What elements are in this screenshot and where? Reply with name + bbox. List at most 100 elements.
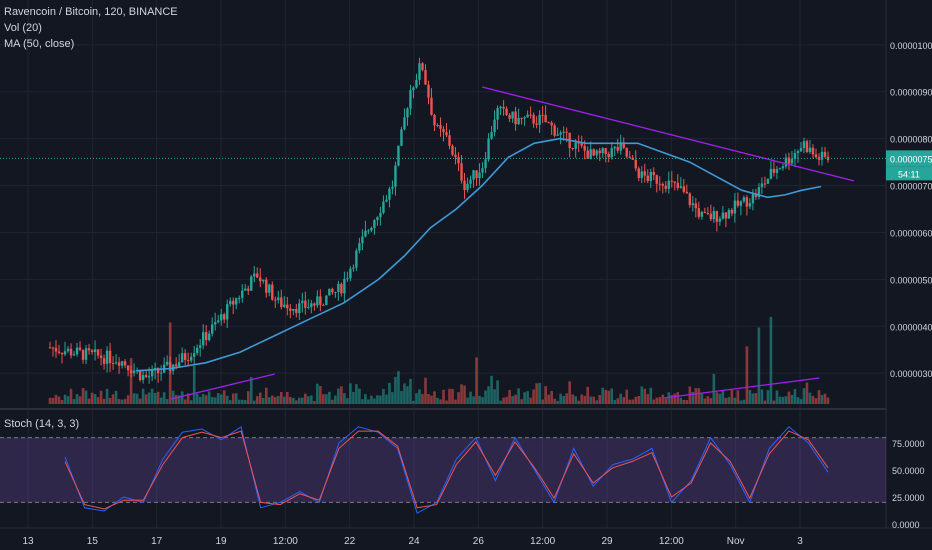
volume-bar <box>48 397 52 404</box>
candle-body <box>718 218 722 222</box>
volume-bar <box>93 394 97 404</box>
candle-body <box>496 108 499 120</box>
candle-body <box>712 211 716 220</box>
legend-ma: MA (50, close) <box>4 38 75 50</box>
volume-bar <box>292 397 295 404</box>
candle-body <box>793 153 797 159</box>
candle-body <box>775 169 779 173</box>
candle-body <box>562 131 565 133</box>
volume-bar <box>802 388 806 404</box>
candle-body <box>808 147 812 153</box>
volume-bar <box>535 383 538 404</box>
candle-body <box>364 230 367 237</box>
candle-body <box>781 166 785 169</box>
candle-body <box>424 70 427 85</box>
volume-bar <box>267 397 271 404</box>
candle-body <box>120 361 124 366</box>
candle-body <box>685 191 689 194</box>
candle-body <box>93 349 97 353</box>
candle-body <box>289 308 292 311</box>
volume-bar <box>385 394 388 404</box>
candle-body <box>90 350 94 353</box>
volume-bar <box>51 397 55 404</box>
candle-body <box>247 288 250 291</box>
candle-body <box>463 180 466 190</box>
candle-body <box>595 150 598 156</box>
volume-bar <box>565 393 568 404</box>
volume-bar <box>316 383 319 404</box>
volume-bar <box>144 394 148 404</box>
volume-bar <box>141 388 145 404</box>
candle-body <box>499 106 502 109</box>
candle-body <box>646 175 649 181</box>
volume-bar <box>472 396 475 404</box>
candle-body <box>316 296 319 306</box>
candle-body <box>84 348 88 360</box>
stoch-legend: Stoch (14, 3, 3) <box>4 418 80 430</box>
time-tick-label: 24 <box>408 536 420 547</box>
volume-bar <box>538 382 541 404</box>
volume-bar <box>721 390 725 404</box>
candle-body <box>514 111 517 125</box>
candle-body <box>382 201 385 213</box>
candle-body <box>226 304 229 320</box>
volume-bar <box>433 391 436 404</box>
candle-body <box>250 276 253 291</box>
candle-body <box>526 114 529 118</box>
volume-bar <box>532 389 535 404</box>
volume-bar <box>544 386 547 404</box>
volume-bar <box>283 396 286 404</box>
stoch-tick-label: 50.0000 <box>892 466 925 476</box>
candle-body <box>550 122 553 126</box>
volume-bar <box>616 398 620 404</box>
candle-body <box>319 296 322 305</box>
candle-body <box>703 211 707 213</box>
volume-bar <box>304 393 307 404</box>
candle-body <box>484 159 487 169</box>
candle-body <box>475 170 478 179</box>
candle-body <box>117 362 121 366</box>
volume-bar <box>505 396 508 404</box>
volume-bar <box>700 392 704 404</box>
candle-body <box>427 84 430 98</box>
volume-bar <box>258 392 262 404</box>
candle-body <box>679 186 683 188</box>
candle-body <box>439 124 442 129</box>
candle-body <box>78 347 82 350</box>
volume-bar <box>361 399 364 404</box>
candle-body <box>700 211 704 217</box>
volume-trendline <box>170 373 275 400</box>
volume-bar <box>817 390 821 404</box>
candle-body <box>628 156 631 158</box>
volume-bar <box>811 395 815 404</box>
candle-body <box>358 243 361 251</box>
volume-bar <box>694 388 698 404</box>
volume-bar <box>228 400 232 404</box>
candle-body <box>328 288 331 296</box>
candle-body <box>177 362 181 367</box>
candle-body <box>220 314 223 321</box>
volume-bar <box>724 397 728 404</box>
candle-body <box>691 203 695 206</box>
candle-body <box>532 114 535 124</box>
candle-body <box>138 370 142 381</box>
volume-bar <box>394 376 397 404</box>
volume-bar <box>307 396 310 404</box>
candle-body <box>610 148 613 158</box>
volume-bar <box>349 383 352 404</box>
volume-bar <box>114 390 118 404</box>
candle-body <box>778 168 782 170</box>
volume-bar <box>183 399 187 404</box>
candle-body <box>292 308 295 311</box>
candle-body <box>631 157 634 160</box>
volume-bar <box>541 399 544 404</box>
candle-body <box>180 353 184 363</box>
countdown-label: 54:11 <box>898 169 920 179</box>
volume-bar <box>72 399 76 404</box>
time-tick-label: Nov <box>727 536 745 547</box>
volume-bar <box>655 397 659 404</box>
volume-bar <box>484 390 487 404</box>
